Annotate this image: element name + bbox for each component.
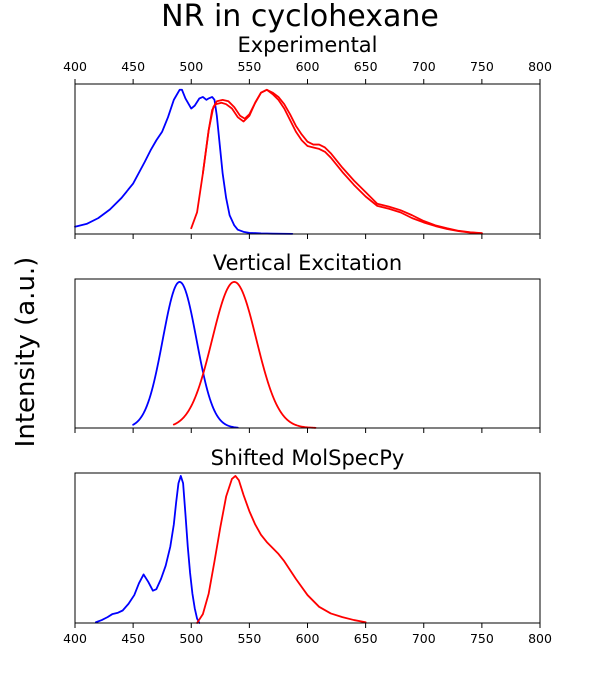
axes-frame bbox=[74, 278, 541, 429]
series-line-absorption bbox=[132, 281, 239, 429]
x-tick-label: 500 bbox=[179, 631, 203, 646]
x-tick-label: 750 bbox=[470, 59, 494, 74]
axes-frame bbox=[74, 472, 541, 624]
panel-2: Vertical Excitation bbox=[74, 251, 541, 433]
x-tick-label: 550 bbox=[237, 59, 261, 74]
x-tick-label: 650 bbox=[354, 59, 378, 74]
x-tick-label: 400 bbox=[63, 59, 87, 74]
x-tick-label: 700 bbox=[412, 631, 436, 646]
x-tick-label: 800 bbox=[528, 631, 552, 646]
series-line-absorption bbox=[95, 475, 201, 624]
x-tick-label: 800 bbox=[528, 59, 552, 74]
series-line-absorption bbox=[74, 88, 294, 235]
x-tick-label: 650 bbox=[354, 631, 378, 646]
x-tick-label: 450 bbox=[121, 59, 145, 74]
panel-title: Experimental bbox=[237, 33, 377, 57]
panel-title: Vertical Excitation bbox=[213, 251, 402, 275]
panel-1: Experimental 400 450 500 550 600 650 700 750 800 bbox=[63, 33, 552, 239]
x-tick-label: 600 bbox=[296, 59, 320, 74]
x-tick-label: 500 bbox=[179, 59, 203, 74]
series-line-emission-1 bbox=[190, 88, 483, 235]
x-tick-label: 450 bbox=[121, 631, 145, 646]
series-line-emission bbox=[172, 281, 317, 429]
panel-title: Shifted MolSpecPy bbox=[211, 446, 405, 470]
x-tick-label: 550 bbox=[237, 631, 261, 646]
panel-3: Shifted MolSpecPy 400 450 500 550 600 650 700 75… bbox=[63, 446, 552, 646]
x-tick-label: 750 bbox=[470, 631, 494, 646]
y-axis-label: Intensity (a.u.) bbox=[11, 257, 41, 448]
x-tick-label: 600 bbox=[296, 631, 320, 646]
chart-title: NR in cyclohexane bbox=[161, 0, 439, 34]
x-tick-label: 400 bbox=[63, 631, 87, 646]
series-line-emission-2 bbox=[201, 88, 483, 235]
x-tick-label: 700 bbox=[412, 59, 436, 74]
series-line-emission bbox=[196, 475, 367, 624]
axes-frame bbox=[74, 83, 541, 235]
